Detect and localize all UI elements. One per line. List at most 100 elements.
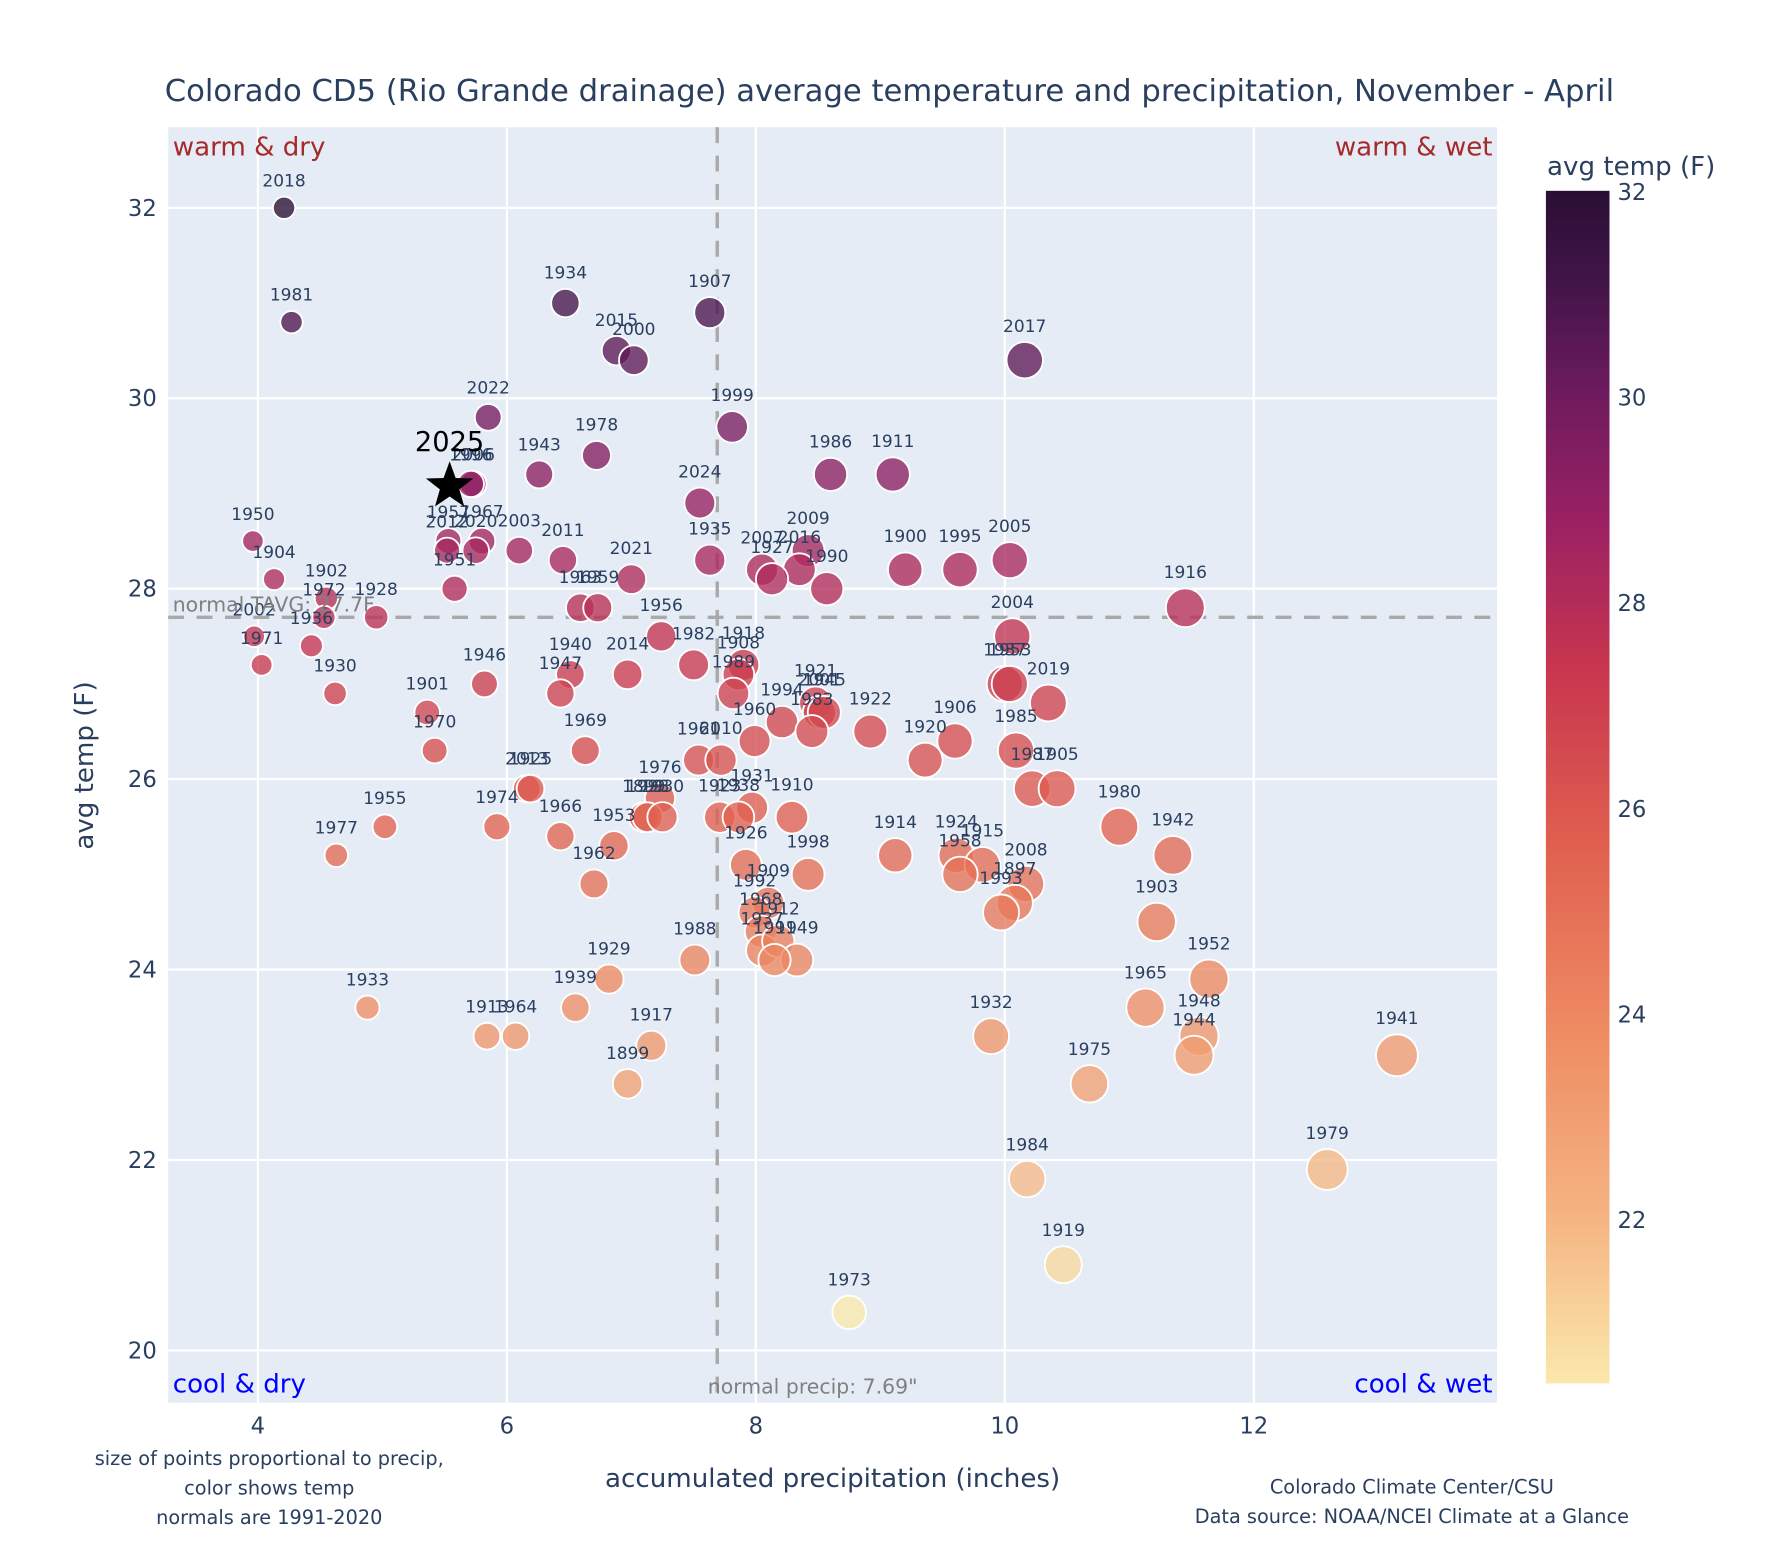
data-point-1922 <box>852 713 889 750</box>
data-point-2014 <box>611 658 644 691</box>
data-point-1988 <box>678 943 712 977</box>
point-label: 2016 <box>778 528 821 548</box>
point-label: 2001 <box>798 671 841 691</box>
y-tick-label: 24 <box>128 958 157 984</box>
footnote-left-line3: normals are 1991-2020 <box>156 1506 382 1529</box>
point-label: 1909 <box>747 862 790 882</box>
data-point-1950 <box>241 529 265 553</box>
point-label: 2015 <box>595 311 638 331</box>
colorbar-tick-label: 26 <box>1617 797 1646 823</box>
data-point-2018 <box>272 195 297 220</box>
point-label: 1964 <box>494 997 537 1017</box>
footnote-right: Colorado Climate Center/CSU Data source:… <box>1195 1476 1629 1529</box>
point-label: 1931 <box>730 767 773 787</box>
point-label: 1992 <box>733 871 776 891</box>
colorbar-ticks: 22 24 26 28 30 32 <box>1617 180 1646 1234</box>
data-point-1917 <box>635 1029 668 1062</box>
point-label: 2017 <box>1003 317 1046 337</box>
point-label: 1941 <box>1375 1009 1418 1029</box>
point-label: 2002 <box>233 600 276 620</box>
chart-title: Colorado CD5 (Rio Grande drainage) avera… <box>165 74 1614 109</box>
point-label: 1945 <box>803 671 846 691</box>
data-point-1901 <box>413 698 441 727</box>
data-point-1930 <box>322 680 348 707</box>
point-label: 1968 <box>739 890 782 910</box>
data-point-1978 <box>581 440 612 471</box>
normal-precip-label: normal precip: 7.69" <box>708 1375 918 1399</box>
point-label: 2013 <box>505 750 548 770</box>
point-label: 2012 <box>425 512 468 532</box>
data-point-1942 <box>1152 835 1194 876</box>
point-label: 1904 <box>252 543 295 563</box>
point-label: 1951 <box>433 550 476 570</box>
data-point-1984 <box>1008 1159 1047 1199</box>
data-point-1913 <box>472 1021 502 1051</box>
footnote-left-line2: color shows temp <box>184 1477 354 1500</box>
data-point-1910 <box>774 800 810 835</box>
point-label: 1948 <box>1177 991 1220 1011</box>
footnote-right-line1: Colorado Climate Center/CSU <box>1270 1476 1554 1499</box>
data-point-1944 <box>1173 1034 1215 1076</box>
data-point-1974 <box>482 812 512 842</box>
point-label: 2024 <box>678 462 721 482</box>
point-label: 1927 <box>750 538 793 558</box>
data-point-1955 <box>371 813 399 840</box>
data-point-2020 <box>461 536 490 565</box>
data-point-1959 <box>582 592 614 624</box>
point-label: 1918 <box>722 624 765 644</box>
data-point-1972 <box>311 604 337 630</box>
point-label: 1933 <box>346 970 389 990</box>
point-label: 1956 <box>640 596 683 616</box>
data-point-1952 <box>1188 958 1230 1000</box>
point-label: 1940 <box>549 635 592 655</box>
footnote-left-line1: size of points proportional to precip, <box>95 1447 444 1470</box>
footnote-right-line2: Data source: NOAA/NCEI Climate at a Glan… <box>1195 1505 1629 1528</box>
grid-lines <box>168 127 1498 1403</box>
data-point-2000 <box>618 344 650 376</box>
point-label: 1930 <box>313 656 356 676</box>
point-label: 1946 <box>463 645 506 665</box>
colorbar: avg temp (F) 22 24 26 28 30 32 <box>1545 152 1715 1384</box>
quadrant-cool-wet: cool & wet <box>1354 1369 1492 1399</box>
point-label: 1952 <box>1187 934 1230 954</box>
data-point-1989 <box>716 676 751 711</box>
point-label: 1942 <box>1151 811 1194 831</box>
data-point-2022 <box>473 403 503 432</box>
point-label: 1965 <box>1124 963 1167 983</box>
data-point-1953 <box>598 830 630 862</box>
point-label: 1986 <box>809 433 852 453</box>
point-label: 1953 <box>988 641 1031 661</box>
point-label: 1996 <box>449 446 492 466</box>
data-point-2021 <box>615 563 648 595</box>
y-tick-label: 22 <box>128 1148 157 1174</box>
data-point-1933 <box>354 994 381 1021</box>
point-label: 1973 <box>828 1270 871 1290</box>
data-point-1929 <box>593 963 625 995</box>
data-point-1986 <box>813 456 849 492</box>
point-label: 1912 <box>757 900 800 920</box>
point-label: 1979 <box>1306 1124 1349 1144</box>
point-label: 1939 <box>554 968 597 988</box>
colorbar-tick-label: 22 <box>1617 1208 1646 1234</box>
colorbar-tick-label: 30 <box>1617 386 1646 412</box>
point-label: 1899 <box>606 1044 649 1064</box>
point-label: 1911 <box>871 432 914 452</box>
point-label: 2008 <box>1004 840 1047 860</box>
point-label: 1905 <box>1035 745 1078 765</box>
point-label: 1985 <box>994 707 1037 727</box>
point-label: 1981 <box>270 286 313 306</box>
point-label: 2011 <box>541 521 584 541</box>
point-label: 1944 <box>1172 1011 1215 1031</box>
x-tick-label: 8 <box>749 1413 763 1439</box>
data-point-2024 <box>683 486 717 520</box>
point-label: 1915 <box>961 822 1004 842</box>
data-point-1906 <box>936 722 974 760</box>
data-point-1999 <box>715 410 749 444</box>
colorbar-title: avg temp (F) <box>1547 152 1715 182</box>
data-point-1962 <box>578 868 610 900</box>
point-label: 1907 <box>688 272 731 292</box>
data-point-1938 <box>721 800 756 834</box>
data-point-1985 <box>996 731 1036 770</box>
point-label: 1901 <box>406 675 449 695</box>
data-point-1983 <box>794 714 830 749</box>
